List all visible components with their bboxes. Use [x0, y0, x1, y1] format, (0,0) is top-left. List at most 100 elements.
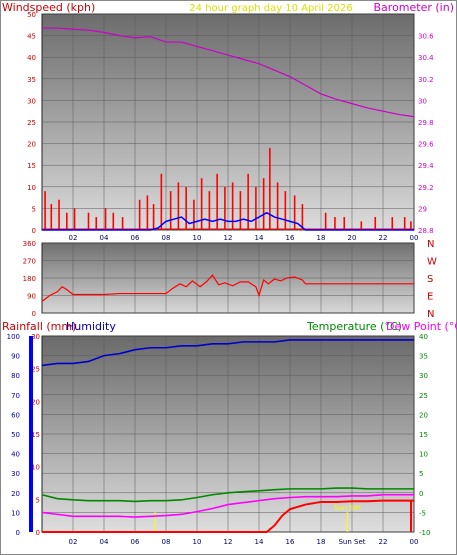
rain-tick-label: 20 [31, 398, 40, 406]
x-tick-label: 10 [193, 234, 202, 242]
temp-tick-label: 25 [419, 392, 428, 400]
rain-tick-label: 10 [31, 464, 40, 472]
average-wind-line [42, 211, 414, 231]
humidity-axis-label: Humidity [66, 320, 116, 333]
x-tick-label: 22 [379, 234, 388, 242]
humidity-tick-label: 10 [11, 509, 20, 517]
series-layer: Sun Set [41, 27, 415, 533]
x-tick-label: 00 [410, 234, 419, 242]
temp-tick-label: 5 [419, 470, 423, 478]
humidity-tick-label: 30 [11, 470, 20, 478]
barometer-axis-label: Barometer (in) [374, 1, 455, 14]
humidity-tick-label: 60 [11, 411, 20, 419]
compass-label: N [427, 239, 434, 250]
temperature-axis-label: Temperature (°C) [306, 320, 402, 333]
temp-tick-label: 35 [419, 353, 428, 361]
x-tick-label: 04 [100, 538, 109, 546]
direction-tick-label: 180 [23, 275, 36, 283]
temp-tick-label: 40 [419, 333, 428, 341]
temperature-line [41, 487, 414, 503]
compass-label: N [427, 309, 434, 320]
x-tick-label: 16 [286, 538, 295, 546]
rain-tick-label: 30 [31, 333, 40, 341]
x-tick-label: 08 [162, 234, 171, 242]
baro-tick-label: 30.6 [418, 33, 434, 41]
temp-tick-label: -10 [419, 529, 430, 537]
wind-tick-label: 10 [27, 184, 36, 192]
x-tick-label: 14 [255, 234, 264, 242]
baro-tick-label: 30.4 [418, 54, 434, 62]
compass-label: E [427, 292, 433, 303]
x-tick-label: 02 [69, 538, 78, 546]
temp-tick-label: 20 [419, 411, 428, 419]
direction-tick-label: 90 [27, 293, 36, 301]
chart-title: 24 hour graph day 10 April 2026 [189, 3, 352, 14]
sun-marker-label: Sun Set [334, 504, 361, 512]
compass-label: W [427, 257, 437, 268]
x-tick-label: 10 [193, 538, 202, 546]
humidity-tick-label: 70 [11, 392, 20, 400]
wind-tick-label: 5 [32, 205, 36, 213]
rain-tick-label: 15 [31, 431, 40, 439]
humidity-tick-label: 40 [11, 451, 20, 459]
x-tick-label: 16 [286, 234, 295, 242]
rain-tick-label: 25 [31, 366, 40, 374]
temp-tick-label: 0 [419, 490, 423, 498]
baro-tick-label: 29.6 [418, 141, 434, 149]
direction-tick-label: 270 [23, 258, 36, 266]
barometer-line [42, 27, 415, 118]
humidity-tick-label: 90 [11, 353, 20, 361]
baro-tick-label: 30.2 [418, 76, 434, 84]
rain-tick-label: 0 [36, 529, 40, 537]
x-tick-label: 22 [379, 538, 388, 546]
wind-tick-label: 30 [27, 97, 36, 105]
baro-tick-label: 29 [418, 205, 427, 213]
humidity-tick-label: 100 [7, 333, 20, 341]
wind-tick-label: 20 [27, 141, 36, 149]
x-tick-label: 18 [317, 234, 326, 242]
x-tick-label: Sun Set [338, 538, 365, 546]
windspeed-axis-label: Windspeed (kph) [2, 1, 95, 14]
temp-tick-label: 10 [419, 451, 428, 459]
direction-tick-label: 360 [23, 240, 36, 248]
wind-tick-label: 50 [27, 11, 36, 19]
tick-layer: 0510152025303540455028.82929.229.429.629… [7, 11, 437, 546]
rain-tick-label: 5 [36, 496, 40, 504]
baro-tick-label: 29.4 [418, 162, 434, 170]
x-tick-label: 06 [131, 538, 140, 546]
wind-tick-label: 0 [32, 227, 36, 235]
wind-tick-label: 15 [27, 162, 36, 170]
baro-tick-label: 29.8 [418, 119, 434, 127]
baro-tick-label: 30 [418, 97, 427, 105]
x-tick-label: 12 [224, 234, 233, 242]
rainfall-line [42, 499, 414, 533]
baro-tick-label: 29.2 [418, 184, 434, 192]
humidity-tick-label: 0 [16, 529, 20, 537]
temp-tick-label: 30 [419, 372, 428, 380]
x-tick-label: 20 [348, 234, 357, 242]
x-tick-label: 04 [100, 234, 109, 242]
baro-tick-label: 28.8 [418, 227, 434, 235]
x-tick-label: 08 [162, 538, 171, 546]
direction-tick-label: 0 [32, 310, 36, 318]
x-tick-label: 00 [410, 538, 419, 546]
wind-tick-label: 40 [27, 54, 36, 62]
x-tick-label: 06 [131, 234, 140, 242]
wind-tick-label: 35 [27, 76, 36, 84]
x-tick-label: 02 [69, 234, 78, 242]
x-tick-label: 18 [317, 538, 326, 546]
x-tick-label: 12 [224, 538, 233, 546]
dewpoint-axis-label: Dew Point (°C) [386, 320, 457, 333]
compass-label: S [427, 274, 433, 285]
humidity-tick-label: 80 [11, 372, 20, 380]
x-tick-label: 14 [255, 538, 264, 546]
humidity-tick-label: 20 [11, 490, 20, 498]
wind-tick-label: 45 [27, 33, 36, 41]
rainfall-axis-label: Rainfall (mm) [2, 320, 76, 333]
temp-tick-label: -5 [419, 509, 426, 517]
direction-line [41, 274, 414, 302]
temp-tick-label: 15 [419, 431, 428, 439]
humidity-line [41, 339, 414, 367]
humidity-tick-label: 50 [11, 431, 20, 439]
